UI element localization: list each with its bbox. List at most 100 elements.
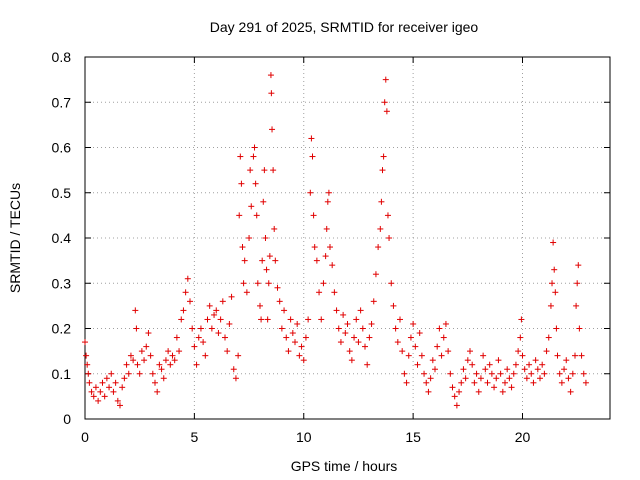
data-point [215, 330, 222, 337]
data-point [547, 302, 554, 309]
data-point [558, 379, 565, 386]
y-tick-label: 0.5 [52, 185, 72, 201]
data-point [232, 375, 239, 382]
data-point [238, 180, 245, 187]
data-point [575, 262, 582, 269]
data-point [534, 366, 541, 373]
data-point [108, 370, 115, 377]
data-point [322, 253, 329, 260]
grid-lines [85, 57, 610, 419]
data-point [162, 357, 169, 364]
data-point [258, 316, 265, 323]
data-point [582, 379, 589, 386]
data-point [364, 361, 371, 368]
data-point [438, 352, 445, 359]
data-point [335, 325, 342, 332]
data-point [130, 357, 137, 364]
data-point [403, 379, 410, 386]
data-point [263, 266, 270, 273]
data-point [458, 379, 465, 386]
data-point [264, 316, 271, 323]
data-point [377, 225, 384, 232]
data-point [580, 370, 587, 377]
y-tick-label: 0 [63, 411, 71, 427]
data-point [132, 307, 139, 314]
x-tick-label: 10 [296, 429, 312, 445]
data-point [401, 370, 408, 377]
data-point [342, 330, 349, 337]
data-point [442, 320, 449, 327]
data-point [323, 225, 330, 232]
data-point [567, 388, 574, 395]
y-tick-label: 0.1 [52, 366, 72, 382]
data-point [191, 343, 198, 350]
data-point [106, 384, 113, 391]
data-point [276, 298, 283, 305]
data-point [456, 388, 463, 395]
data-point [200, 339, 207, 346]
data-point [180, 307, 187, 314]
data-point [99, 379, 106, 386]
data-point [211, 311, 218, 318]
data-point [384, 212, 391, 219]
data-point [353, 316, 360, 323]
data-point [88, 388, 95, 395]
data-point [510, 370, 517, 377]
data-point [217, 316, 224, 323]
data-point [112, 379, 119, 386]
data-point [425, 388, 432, 395]
data-point [383, 108, 390, 115]
data-point [156, 361, 163, 368]
data-point [311, 244, 318, 251]
data-point [432, 366, 438, 373]
data-point [134, 361, 141, 368]
data-point [95, 397, 102, 404]
data-point [467, 348, 473, 355]
data-point [517, 334, 524, 341]
data-point [261, 167, 268, 174]
data-point [551, 266, 558, 273]
data-point [362, 343, 368, 350]
data-point [324, 198, 331, 205]
data-point [253, 212, 260, 219]
data-point [182, 289, 189, 296]
data-point [133, 325, 140, 332]
data-point [464, 357, 471, 364]
data-point [573, 302, 580, 309]
data-point [451, 393, 458, 400]
data-point [379, 167, 386, 174]
data-point [262, 235, 269, 241]
data-point [572, 352, 578, 359]
data-point [528, 370, 535, 377]
data-point [543, 348, 550, 355]
data-point [515, 348, 522, 355]
data-point [475, 388, 482, 395]
data-point [90, 393, 97, 400]
data-point [418, 352, 425, 359]
data-point [519, 352, 526, 359]
data-point [101, 393, 108, 400]
data-point [348, 357, 355, 364]
y-axis-label: SRMTID / TECUs [7, 183, 23, 293]
data-point [119, 384, 126, 391]
data-point [440, 334, 447, 341]
data-point [372, 271, 379, 278]
data-point [257, 302, 263, 309]
data-point [281, 307, 288, 314]
data-point [272, 257, 279, 264]
y-tick-label: 0.8 [52, 49, 72, 65]
data-point [539, 361, 546, 368]
data-point [423, 379, 430, 386]
data-point [265, 280, 272, 287]
data-point [357, 307, 364, 314]
data-point [310, 212, 317, 219]
data-point [114, 397, 121, 404]
x-axis-label: GPS time / hours [291, 458, 398, 474]
plot-frame [84, 56, 611, 420]
data-point [154, 388, 161, 395]
data-point [523, 375, 530, 382]
data-point [252, 180, 259, 187]
data-point [241, 257, 248, 264]
data-point [246, 235, 253, 241]
